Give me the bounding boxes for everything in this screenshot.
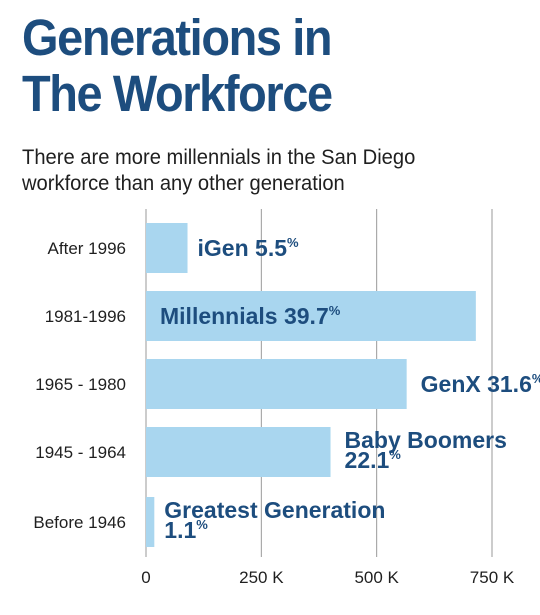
bar-label-line: Greatest Generation	[164, 497, 385, 523]
category-label-4: Before 1946	[33, 513, 126, 532]
bar-label-2: GenX 31.6%	[421, 371, 540, 397]
percent-sign: %	[532, 371, 540, 386]
percent-sign: %	[389, 447, 401, 462]
title-line-2: The Workforce	[22, 65, 333, 122]
bar-chart: After 1996 1981-1996 1965 - 1980 1945 - 196…	[33, 209, 540, 587]
x-tick-label-3: 750 K	[470, 568, 515, 587]
chart-subtitle: There are more millennials in the San Di…	[22, 145, 415, 197]
x-tick-label-0: 0	[141, 568, 150, 587]
bar-1	[146, 291, 476, 341]
category-label-0: After 1996	[48, 239, 126, 258]
percent-sign: %	[329, 303, 341, 318]
subtitle-line-2: workforce than any other generation	[22, 172, 345, 195]
chart-title: Generations in The Workforce	[22, 9, 333, 122]
subtitle-line-1: There are more millennials in the San Di…	[22, 146, 416, 169]
x-tick-label-1: 250 K	[239, 568, 284, 587]
bar-label-line: iGen 5.5	[198, 235, 288, 261]
category-label-3: 1945 - 1964	[35, 443, 126, 462]
bar-label-1: Millennials 39.7%	[160, 303, 341, 329]
category-label-1: 1981-1996	[45, 307, 126, 326]
percent-sign: %	[287, 235, 299, 250]
bar-4	[146, 497, 155, 547]
x-tick-label-2: 500 K	[354, 568, 399, 587]
bar-label-4: Greatest Generation 1.1%	[164, 497, 385, 543]
bar-0	[146, 223, 188, 273]
bar-label-line: 22.1	[345, 447, 390, 473]
bar-label-3: Baby Boomers 22.1%	[345, 427, 507, 473]
bar-label-line: Millennials 39.7	[160, 303, 329, 329]
bar-label-0: iGen 5.5%	[198, 235, 299, 261]
bar-label-line: 1.1	[164, 517, 196, 543]
percent-sign: %	[196, 517, 208, 532]
bar-2	[146, 359, 407, 409]
bar-3	[146, 427, 331, 477]
bar-label-line: GenX 31.6	[421, 371, 532, 397]
title-line-1: Generations in	[22, 9, 333, 66]
bar-label-line: Baby Boomers	[345, 427, 507, 453]
category-label-2: 1965 - 1980	[35, 375, 126, 394]
